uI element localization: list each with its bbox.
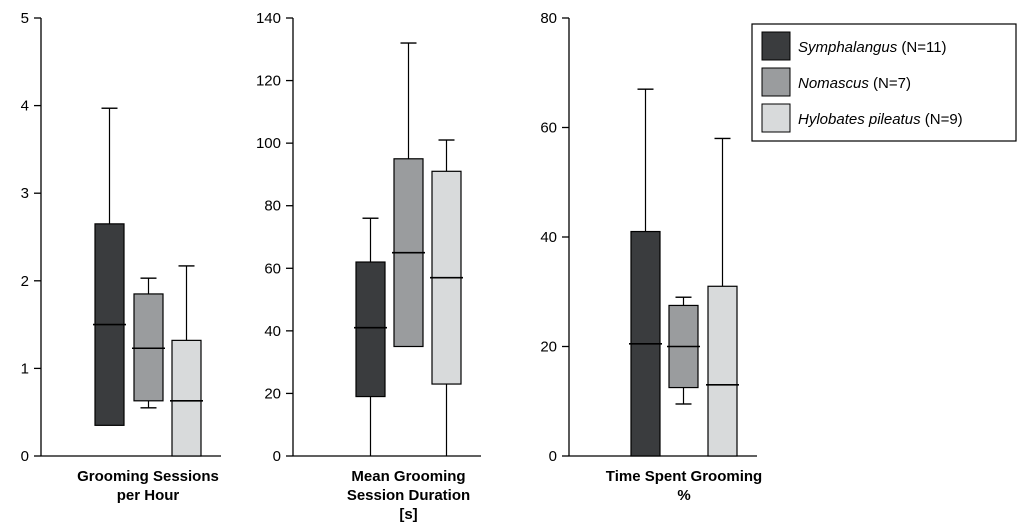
box-nomascus [392,42,425,348]
panel-2: 0 20 40 60 80 100 120 140 Mean Grooming Session D… [256,10,481,523]
legend-entry-hylobates: Hylobates pileatus (N=9) [798,111,963,128]
x-axis-label-line: Grooming Sessions [77,468,219,485]
y-tick-label: 80 [264,198,281,215]
x-axis-label-line: per Hour [117,487,180,504]
box-iqr [707,285,738,457]
y-tick-label: 2 [21,273,29,290]
panel-3: 0 20 40 60 80 Time Spent Grooming% [540,10,762,504]
y-tick-label: 140 [256,10,281,27]
box-hylobates [170,265,203,457]
x-axis-label-line: Session Duration [347,487,470,504]
y-tick-label: 40 [540,229,557,246]
y-tick-label: 5 [21,10,29,27]
box-symphalangus [93,107,126,426]
y-tick-label: 0 [549,448,557,465]
y-tick-label: 20 [264,385,281,402]
box-symphalangus [354,217,387,456]
box-symphalangus [629,88,662,457]
panel-1: 0 1 2 3 4 5 Grooming Sessions per Hour [21,10,221,504]
box-iqr [355,261,386,398]
y-tick-label: 1 [21,360,29,377]
y-tick-label: 20 [540,339,557,356]
y-tick-label: 60 [264,260,281,277]
legend: Symphalangus (N=11) Nomascus (N=7) Hylob… [751,23,1017,142]
x-axis-label-line: Mean Grooming [351,468,465,485]
box-hylobates [706,137,739,457]
box-nomascus [667,296,700,405]
y-tick-label: 0 [273,448,281,465]
y-tick-label: 3 [21,185,29,202]
y-tick-label: 4 [21,98,29,115]
y-tick-label: 40 [264,323,281,340]
panels: 0 1 2 3 4 5 Grooming Sessions per Hour 0 20 40 60 80… [21,10,763,523]
legend-swatch-nomascus [761,67,791,97]
y-tick-label: 100 [256,135,281,152]
legend-frame [751,23,1017,142]
box-nomascus [132,277,165,409]
legend-swatch-hylobates [761,103,791,133]
x-axis-label-line: % [677,487,690,504]
y-tick-label: 60 [540,120,557,137]
y-tick-label: 0 [21,448,29,465]
box-iqr [133,293,164,402]
legend-entry-symphalangus: Symphalangus (N=11) [798,39,947,56]
y-tick-label: 120 [256,73,281,90]
legend-entry-nomascus: Nomascus (N=7) [798,75,911,92]
x-axis-label-line: [s] [399,506,417,523]
x-axis-label-line: Time Spent Grooming [606,468,762,485]
box-hylobates [430,139,463,456]
box-iqr [171,339,202,457]
y-tick-label: 80 [540,10,557,27]
legend-swatch-symphalangus [761,31,791,61]
